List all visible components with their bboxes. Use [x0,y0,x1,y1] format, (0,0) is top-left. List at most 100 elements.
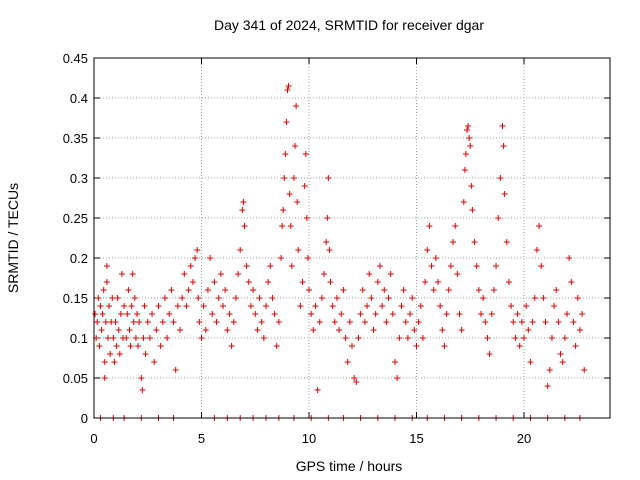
data-point [132,335,139,341]
data-point [376,263,383,269]
data-point [230,319,237,325]
data-point [407,311,414,317]
data-point [174,303,181,309]
data-point [271,311,278,317]
y-tick-label: 0.15 [63,291,88,306]
data-point [370,327,377,333]
data-point [493,263,500,269]
data-point [109,295,116,301]
y-axis-label: SRMTID / TECUs [5,183,21,293]
data-point [503,239,510,245]
data-point [424,247,431,253]
x-axis-label: GPS time / hours [296,458,403,474]
data-point [366,271,373,277]
data-point [140,335,147,341]
data-point [394,375,401,381]
data-point [464,127,471,133]
data-point [263,303,269,309]
data-point [96,343,103,349]
data-point [127,343,134,349]
data-point [540,295,547,301]
data-point [284,87,291,93]
data-point [134,311,140,317]
data-point [269,295,276,301]
data-point [288,263,295,269]
data-point [359,287,366,293]
data-point [468,183,475,189]
data-point [115,327,122,333]
y-tick-label: 0.2 [70,251,88,266]
data-point [243,263,250,269]
data-point [316,319,323,325]
data-point [536,223,543,229]
data-point [102,319,109,325]
chart-title: Day 341 of 2024, SRMTID for receiver dga… [214,17,484,33]
data-point [516,343,523,349]
data-point [333,295,340,301]
data-point [306,287,312,293]
data-point [385,295,392,301]
data-point [327,279,334,285]
data-point [364,303,371,309]
data-point [177,327,183,333]
data-point [166,311,173,317]
data-point [228,343,235,349]
data-point [116,351,123,357]
data-point [183,303,190,309]
data-point [103,279,110,285]
data-point [553,287,560,293]
data-point [466,135,473,141]
y-tick-label: 0.1 [70,331,88,346]
data-point [361,319,368,325]
data-point [282,151,289,157]
data-point [326,247,333,253]
data-point [353,379,360,385]
data-point [136,319,143,325]
data-point [117,311,124,317]
data-point [381,287,388,293]
data-point [456,311,463,317]
data-point [113,343,120,349]
data-point [121,303,128,309]
data-point [275,319,282,325]
x-tick-label: 0 [90,431,97,446]
data-point [297,303,304,309]
data-point [432,255,439,261]
chart-grid [94,58,610,418]
data-point [531,295,538,301]
data-point [302,151,309,157]
data-point [471,239,478,245]
data-point [224,327,231,333]
data-point [445,287,452,293]
data-points [92,83,588,421]
data-point [437,303,444,309]
data-point [99,311,106,317]
data-point [211,279,218,285]
y-tick-label: 0.45 [63,51,88,66]
data-point [252,311,259,317]
data-point [557,351,564,357]
data-point [314,387,321,393]
data-point [441,343,448,349]
data-point [417,303,424,309]
data-point [484,335,491,341]
data-point [372,311,379,317]
data-point [200,303,207,309]
data-point [342,335,349,341]
data-point [100,287,107,293]
data-point [349,343,355,349]
data-point [245,279,252,285]
data-point [398,303,405,309]
data-point [293,103,300,109]
data-point [544,383,551,389]
data-point [128,303,135,309]
data-point [497,175,504,181]
data-point [452,223,459,229]
data-point [374,279,381,285]
data-point [415,319,422,325]
data-point [411,327,418,333]
data-point [144,319,151,325]
data-point [141,303,148,309]
data-point [235,271,242,277]
data-point [409,295,416,301]
